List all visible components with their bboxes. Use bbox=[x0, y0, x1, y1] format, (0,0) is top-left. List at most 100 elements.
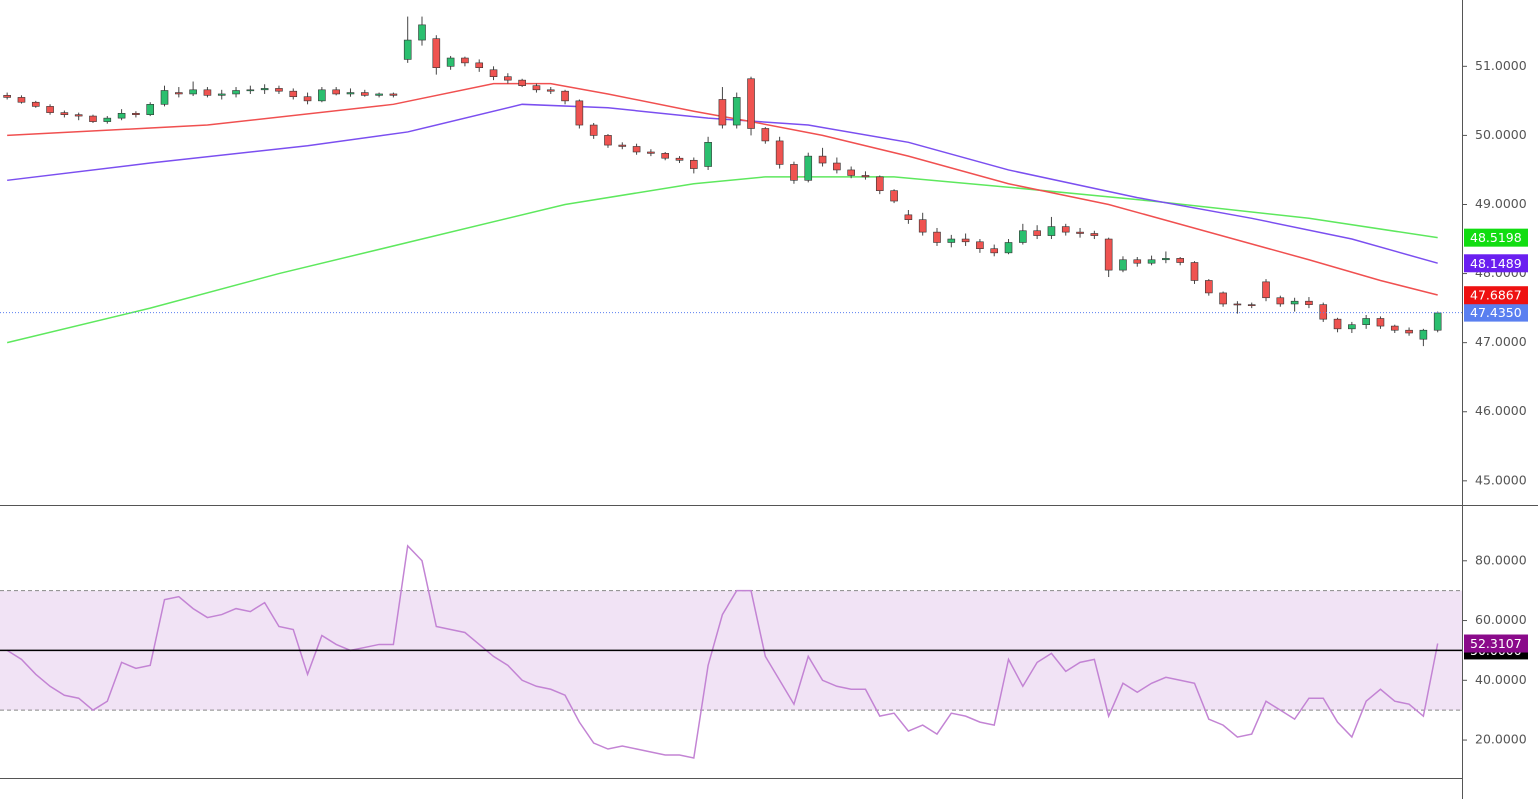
candle-body bbox=[1162, 258, 1170, 261]
candle-body bbox=[189, 89, 197, 95]
candle-body bbox=[1419, 329, 1428, 340]
candle-body bbox=[690, 159, 698, 169]
candle-body bbox=[1276, 297, 1285, 305]
price-tag-label: 48.5198 bbox=[1470, 230, 1522, 245]
candle-body bbox=[518, 79, 526, 86]
candle-body bbox=[117, 112, 126, 119]
candle-body bbox=[31, 101, 40, 107]
candle-body bbox=[1147, 259, 1156, 264]
candle-body bbox=[432, 38, 441, 69]
candle-body bbox=[1061, 226, 1070, 233]
y-tick-label: 50.0000 bbox=[1475, 127, 1527, 142]
price-tag bbox=[1464, 634, 1528, 653]
candle-body bbox=[1348, 324, 1356, 330]
y-tick-label: 60.0000 bbox=[1475, 612, 1527, 627]
candle-body bbox=[1076, 231, 1084, 234]
candle-body bbox=[918, 219, 927, 233]
candle-body bbox=[232, 90, 240, 95]
candle-body bbox=[446, 57, 455, 67]
candle-body bbox=[489, 69, 498, 77]
candle-body bbox=[303, 96, 312, 102]
candle-body bbox=[1262, 281, 1270, 299]
price-tag-label: 47.4350 bbox=[1470, 305, 1522, 320]
price-tag-label: 52.3107 bbox=[1470, 636, 1522, 651]
candle-body bbox=[1133, 259, 1142, 264]
y-tick-label: 51.0000 bbox=[1475, 58, 1527, 73]
candle-body bbox=[1333, 318, 1342, 330]
moving-average bbox=[7, 103, 1438, 264]
candle-body bbox=[1204, 280, 1213, 294]
rsi-line bbox=[6, 544, 1439, 759]
candle-body bbox=[990, 248, 999, 254]
candle-body bbox=[1019, 230, 1027, 243]
price-tag bbox=[1464, 303, 1528, 322]
candle-body bbox=[418, 24, 426, 41]
candle-body bbox=[1190, 262, 1199, 281]
candle-body bbox=[1090, 233, 1099, 236]
candle-body bbox=[875, 176, 884, 191]
candle-body bbox=[3, 95, 11, 98]
candle-body bbox=[1405, 329, 1413, 334]
candle-body bbox=[761, 128, 770, 142]
candle-body bbox=[818, 155, 827, 164]
price-tag bbox=[1464, 286, 1528, 305]
candle-body bbox=[1047, 226, 1056, 236]
candle-body bbox=[661, 153, 669, 159]
candle-body bbox=[74, 114, 83, 117]
candle-body bbox=[332, 89, 340, 95]
candle-body bbox=[775, 140, 784, 165]
candle-body bbox=[461, 57, 469, 64]
candle-body bbox=[1219, 292, 1227, 305]
candle-body bbox=[475, 62, 484, 69]
candle-body bbox=[947, 238, 956, 243]
candle-body bbox=[704, 142, 712, 167]
candle-body bbox=[60, 112, 69, 115]
candle-body bbox=[1176, 258, 1184, 263]
candle-body bbox=[146, 104, 155, 115]
candle-body bbox=[1233, 303, 1242, 306]
price-tag bbox=[1464, 254, 1528, 273]
candle-body bbox=[360, 92, 369, 96]
candle-body bbox=[132, 112, 140, 115]
panel: 20.000040.000060.000080.000050.000052.31… bbox=[0, 544, 1528, 759]
candle-body bbox=[847, 169, 855, 176]
y-tick-label: 47.0000 bbox=[1475, 334, 1527, 349]
candle-body bbox=[589, 124, 598, 136]
candle-body bbox=[217, 93, 226, 96]
y-tick-label: 80.0000 bbox=[1475, 552, 1527, 567]
candle-body bbox=[632, 146, 641, 153]
candle-body bbox=[861, 175, 870, 178]
candle-body bbox=[1376, 318, 1385, 327]
y-tick-label: 40.0000 bbox=[1475, 672, 1527, 687]
candle-body bbox=[618, 144, 627, 147]
candle-body bbox=[403, 39, 412, 60]
price-tag bbox=[1464, 228, 1528, 247]
candle-body bbox=[46, 106, 54, 113]
candle-body bbox=[976, 241, 984, 250]
moving-average bbox=[7, 82, 1438, 296]
candle-body bbox=[260, 88, 269, 91]
panel: 45.000046.000047.000048.000049.000050.00… bbox=[0, 16, 1528, 487]
candle-body bbox=[1104, 238, 1113, 271]
candle-body bbox=[561, 90, 569, 102]
candle-body bbox=[1362, 318, 1370, 325]
candle-body bbox=[17, 97, 26, 103]
y-tick-label: 45.0000 bbox=[1475, 472, 1527, 487]
candle-body bbox=[961, 238, 970, 243]
candle-body bbox=[1119, 259, 1127, 271]
candle-body bbox=[389, 93, 398, 96]
candle-body bbox=[904, 214, 913, 220]
candle-body bbox=[890, 190, 898, 202]
candle-body bbox=[1319, 304, 1328, 320]
candle-body bbox=[1433, 312, 1442, 331]
candle-body bbox=[546, 89, 555, 92]
candle-body bbox=[647, 151, 655, 154]
candle-body bbox=[604, 135, 612, 146]
y-tick-label: 49.0000 bbox=[1475, 196, 1527, 211]
price-tag-label: 47.6867 bbox=[1470, 288, 1522, 303]
candle-body bbox=[275, 88, 283, 92]
candle-body bbox=[160, 90, 169, 105]
candle-body bbox=[1247, 304, 1256, 306]
candle-body bbox=[732, 97, 741, 126]
